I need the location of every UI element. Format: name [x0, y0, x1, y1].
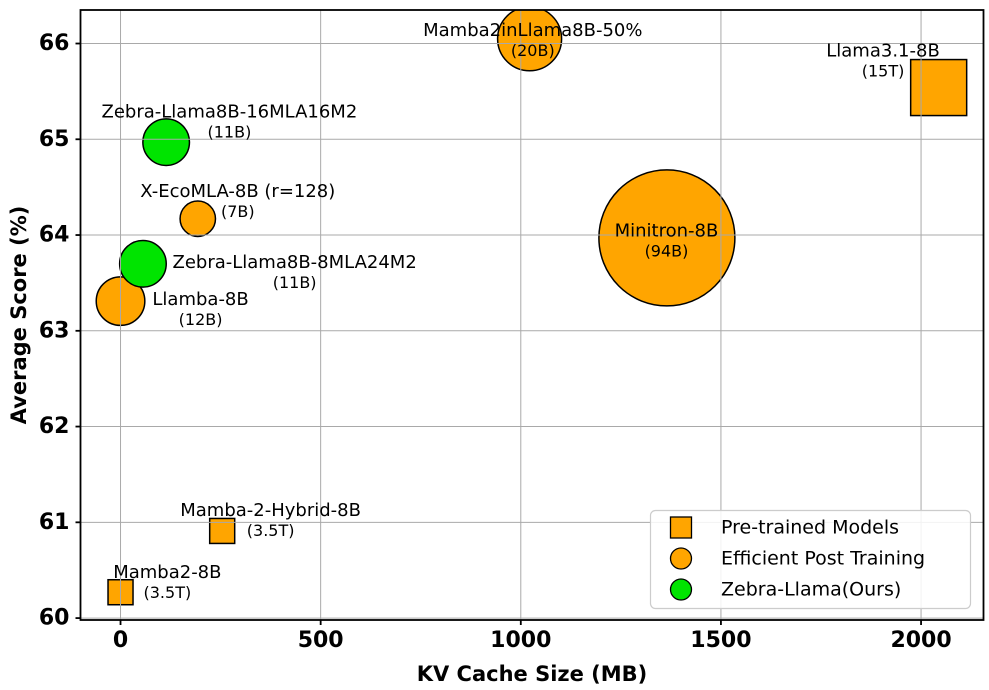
point-label-name: Llamba-8B: [152, 289, 248, 310]
point-label-name: Mamba2-8B: [113, 562, 221, 583]
x-tick-label: 2000: [890, 628, 951, 653]
data-point: [598, 169, 736, 307]
point-label-size: (20B): [511, 41, 555, 60]
x-axis-label: KV Cache Size (MB): [417, 662, 648, 686]
point-label-size: (15T): [862, 61, 905, 80]
y-tick-label: 62: [39, 414, 70, 439]
point-label-name: Zebra-Llama8B-16MLA16M2: [102, 102, 358, 123]
gridlines: [80, 10, 984, 620]
point-label-name: Llama3.1-8B: [826, 40, 940, 61]
legend-marker-square: [669, 516, 693, 539]
point-label-size: (7B): [221, 202, 255, 221]
data-point: [496, 10, 563, 72]
legend-box: [649, 509, 972, 610]
data-point: [179, 200, 217, 238]
y-axis-label: Average Score (%): [7, 206, 31, 425]
x-tick-label: 1000: [490, 628, 551, 653]
data-point: [142, 118, 191, 167]
x-tick-label: 0: [113, 628, 128, 653]
legend-marker-circle: [669, 578, 693, 601]
point-label-size: (3.5T): [247, 521, 295, 540]
legend-label: Pre-trained Models: [721, 517, 899, 539]
legend: Pre-trained Models Efficient Post Trainin…: [649, 509, 972, 610]
data-point: [909, 58, 968, 117]
y-tick-label: 61: [39, 510, 70, 535]
point-label-name: Zebra-Llama8B-8MLA24M2: [172, 252, 416, 273]
point-label-size: (94B): [645, 241, 689, 260]
data-points: [95, 10, 968, 606]
legend-label: Zebra-Llama(Ours): [721, 579, 901, 601]
point-label-size: (3.5T): [144, 583, 192, 602]
legend-label: Efficient Post Training: [721, 548, 925, 570]
legend-marker-circle: [669, 547, 693, 570]
point-label-name: X-EcoMLA-8B (r=128): [140, 181, 335, 202]
x-tick-label: 1500: [690, 628, 751, 653]
data-point: [118, 239, 167, 288]
y-tick-label: 66: [39, 31, 70, 56]
point-label-size: (12B): [179, 310, 223, 329]
point-label-name: Mamba-2-Hybrid-8B: [180, 500, 361, 521]
point-labels: Mamba2-8B(3.5T)Mamba-2-Hybrid-8B(3.5T)Ll…: [102, 20, 940, 602]
y-tick-label: 60: [39, 606, 70, 631]
point-label-size: (11B): [273, 273, 317, 292]
x-axis: 0 500 1000 1500 2000 KV Cache Size (MB): [113, 620, 952, 686]
point-label-name: Minitron-8B: [615, 220, 719, 241]
point-label-size: (11B): [207, 123, 251, 142]
y-tick-label: 63: [39, 318, 70, 343]
y-axis: 60 61 62 63 64 65 66 Average Score (%): [7, 31, 81, 631]
x-tick-label: 500: [298, 628, 344, 653]
point-label-name: Mamba2inLlama8B-50%: [423, 20, 642, 41]
y-tick-label: 64: [39, 223, 70, 248]
plot-border: [79, 9, 985, 621]
y-tick-label: 65: [39, 127, 70, 152]
